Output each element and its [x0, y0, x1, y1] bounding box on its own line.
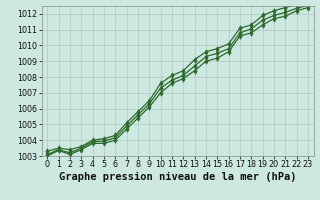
X-axis label: Graphe pression niveau de la mer (hPa): Graphe pression niveau de la mer (hPa): [59, 172, 296, 182]
